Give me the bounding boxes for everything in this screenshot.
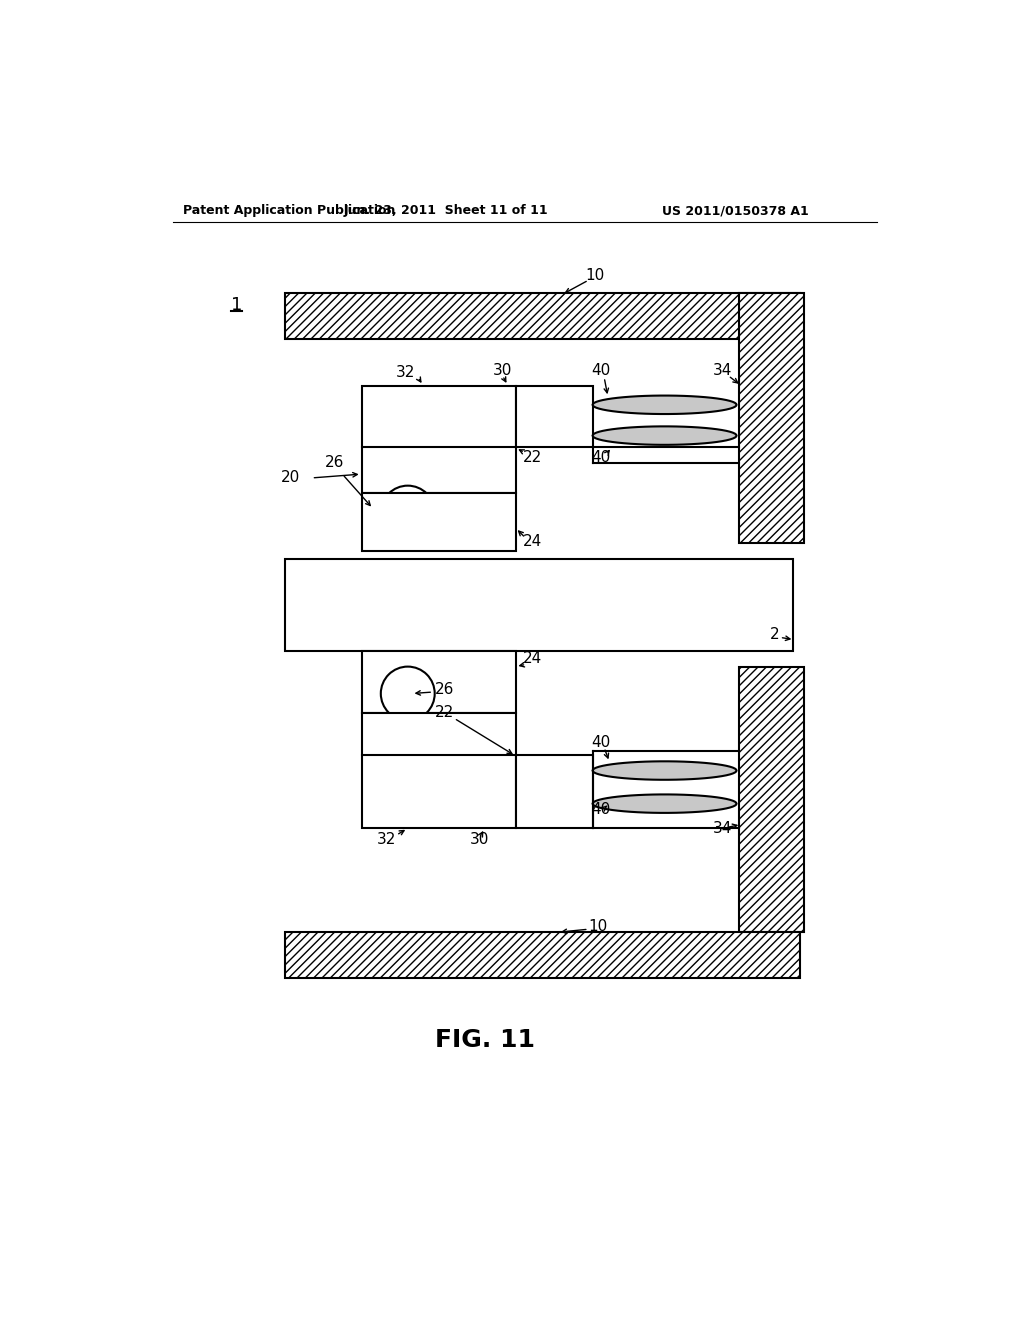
Bar (361, 494, 515, 552)
Polygon shape (593, 795, 736, 813)
Text: 30: 30 (469, 833, 488, 847)
Text: 34: 34 (713, 821, 732, 836)
Polygon shape (593, 426, 736, 445)
Bar (285, 558, 793, 651)
Text: 40: 40 (591, 801, 610, 817)
Polygon shape (593, 762, 736, 780)
Text: 30: 30 (493, 363, 512, 378)
Bar (515, 385, 593, 447)
Bar (285, 932, 801, 978)
Bar (361, 713, 515, 829)
Text: FIG. 11: FIG. 11 (435, 1028, 535, 1052)
Bar (361, 651, 515, 713)
Text: 10: 10 (588, 919, 607, 933)
Text: 32: 32 (396, 364, 416, 380)
Text: 24: 24 (523, 651, 543, 667)
Bar (739, 667, 804, 932)
Text: Jun. 23, 2011  Sheet 11 of 11: Jun. 23, 2011 Sheet 11 of 11 (344, 205, 549, 218)
Text: 26: 26 (325, 455, 344, 470)
Bar (361, 385, 515, 494)
Text: 40: 40 (591, 734, 610, 750)
Text: 34: 34 (713, 363, 732, 378)
Ellipse shape (381, 486, 435, 540)
Text: 40: 40 (591, 363, 610, 378)
Text: 40: 40 (591, 450, 610, 465)
Text: 22: 22 (523, 450, 543, 465)
Text: 26: 26 (435, 682, 454, 697)
Polygon shape (593, 396, 736, 414)
Bar (739, 293, 804, 544)
Text: Patent Application Publication: Patent Application Publication (183, 205, 395, 218)
Text: US 2011/0150378 A1: US 2011/0150378 A1 (662, 205, 809, 218)
Text: 24: 24 (523, 535, 543, 549)
Bar (515, 755, 593, 829)
Bar (285, 293, 801, 339)
Text: 10: 10 (585, 268, 604, 282)
Text: 20: 20 (281, 470, 300, 486)
Ellipse shape (381, 667, 435, 721)
Text: 1: 1 (230, 296, 242, 314)
Text: 2: 2 (770, 627, 779, 642)
Text: 22: 22 (435, 705, 454, 721)
Text: 32: 32 (377, 833, 396, 847)
